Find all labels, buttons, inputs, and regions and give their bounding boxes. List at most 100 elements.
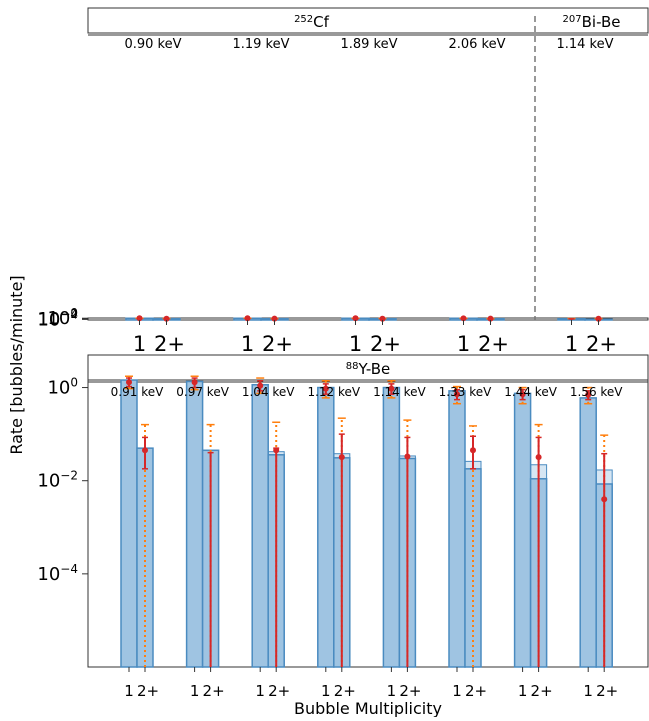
group-4: 1.14 keV 1 2+ [373, 379, 427, 700]
x-tick-label: 2+ [370, 332, 401, 356]
y-tick-label: 10−2 [37, 469, 78, 492]
bar [185, 380, 204, 668]
group-threshold-label: 1.44 keV [504, 385, 557, 399]
group-threshold-label: 0.97 keV [176, 385, 229, 399]
x-tick-label: 2+ [137, 682, 159, 700]
x-tick-label: 2+ [399, 682, 421, 700]
sim-point [142, 447, 148, 454]
sim-point [404, 453, 411, 460]
sim-point [338, 454, 345, 461]
panel-header-label: 252Cf [294, 13, 330, 31]
group-threshold-label: 1.56 keV [570, 385, 623, 399]
group-5: 1.33 keV 1 2+ [439, 385, 492, 700]
y-axis-label: Rate [bubbles/minute] [7, 275, 26, 454]
group-0: 0.90 keV 1 2+ [124, 37, 185, 356]
x-axis-label: Bubble Multiplicity [294, 699, 442, 717]
x-tick-label: 1 [190, 682, 200, 700]
x-tick-label: 1 [452, 682, 462, 700]
sim-point [388, 385, 395, 392]
x-tick-label: 2+ [262, 332, 293, 356]
bar [317, 386, 335, 668]
panel-header-label: 207Bi-Be [563, 13, 621, 31]
x-tick-label: 2+ [596, 682, 618, 700]
group-threshold-label: 1.14 keV [373, 385, 426, 399]
x-tick-label: 2+ [203, 682, 225, 700]
x-tick-label: 1 [349, 332, 362, 356]
panel-header-label: 88Y-Be [346, 360, 391, 378]
sim-point [136, 315, 143, 322]
x-tick-label: 1 [387, 682, 397, 700]
sim-point [460, 315, 467, 322]
sim-point [470, 447, 476, 454]
group-threshold-label: 1.89 keV [340, 37, 397, 52]
group-0: 0.91 keV 1 2+ [111, 375, 164, 700]
sim-point [163, 315, 170, 322]
sim-point [244, 315, 251, 322]
group-threshold-label: 1.33 keV [439, 385, 492, 399]
x-tick-label: 1 [583, 682, 593, 700]
group-7: 1.56 keV 1 2+ [570, 385, 623, 700]
group-2: 1.04 keV 1 2+ [242, 377, 295, 700]
bar [464, 468, 482, 668]
bar [120, 379, 138, 668]
sim-point [535, 454, 542, 461]
sim-point [595, 315, 602, 322]
sim-point [454, 391, 460, 398]
sim-point [487, 315, 494, 322]
sim-point [273, 447, 280, 454]
group-6: 1.44 keV 1 2+ [504, 385, 557, 700]
y-tick-label: 10−4 [37, 562, 78, 585]
panel-header-box [87, 354, 649, 381]
x-tick-label: 2+ [154, 332, 185, 356]
x-tick-label: 1 [241, 332, 254, 356]
x-tick-label: 1 [124, 682, 134, 700]
group-threshold-label: 1.12 keV [307, 385, 360, 399]
panel-header-box [87, 7, 649, 34]
y-tick-label: 10−4 [37, 307, 78, 330]
x-tick-label: 1 [321, 682, 331, 700]
x-tick-label: 1 [133, 332, 146, 356]
group-threshold-label: 2.06 keV [448, 37, 505, 52]
group-threshold-label: 0.90 keV [124, 37, 181, 52]
group-1: 0.97 keV 1 2+ [176, 375, 230, 700]
group-threshold-label: 1.19 keV [232, 37, 289, 52]
y-tick-label: 100 [47, 376, 78, 399]
x-tick-label: 2+ [478, 332, 509, 356]
sim-point [519, 391, 526, 398]
x-tick-label: 2+ [334, 682, 356, 700]
sim-point [322, 385, 329, 392]
bar [513, 392, 532, 668]
sim-point [379, 315, 386, 322]
sim-point [271, 315, 278, 322]
x-tick-label: 2+ [531, 682, 553, 700]
x-tick-label: 1 [457, 332, 470, 356]
bar [579, 397, 597, 668]
bar [382, 386, 401, 668]
sim-point [352, 315, 359, 322]
group-threshold-label: 0.91 keV [111, 385, 164, 399]
group-2: 1.89 keV 1 2+ [340, 37, 401, 356]
sim-point [601, 496, 608, 503]
sim-point [126, 379, 132, 386]
group-threshold-label: 1.04 keV [242, 385, 295, 399]
bar [251, 383, 269, 668]
x-tick-label: 2+ [586, 332, 617, 356]
plot-frame [87, 354, 649, 668]
x-tick-label: 1 [518, 682, 528, 700]
group-3: 2.06 keV 1 2+ [448, 37, 509, 356]
group-threshold-label: 1.14 keV [556, 37, 613, 52]
sim-point [191, 379, 198, 386]
sim-point [585, 391, 592, 398]
x-tick-label: 1 [255, 682, 265, 700]
group-1: 1.19 keV 1 2+ [232, 37, 293, 356]
sim-point [257, 382, 264, 389]
group-3: 1.12 keV 1 2+ [307, 379, 361, 700]
y-tick-label: 100 [47, 306, 78, 329]
y-tick-label: 10−2 [37, 307, 78, 330]
x-tick-label: 2+ [465, 682, 487, 700]
